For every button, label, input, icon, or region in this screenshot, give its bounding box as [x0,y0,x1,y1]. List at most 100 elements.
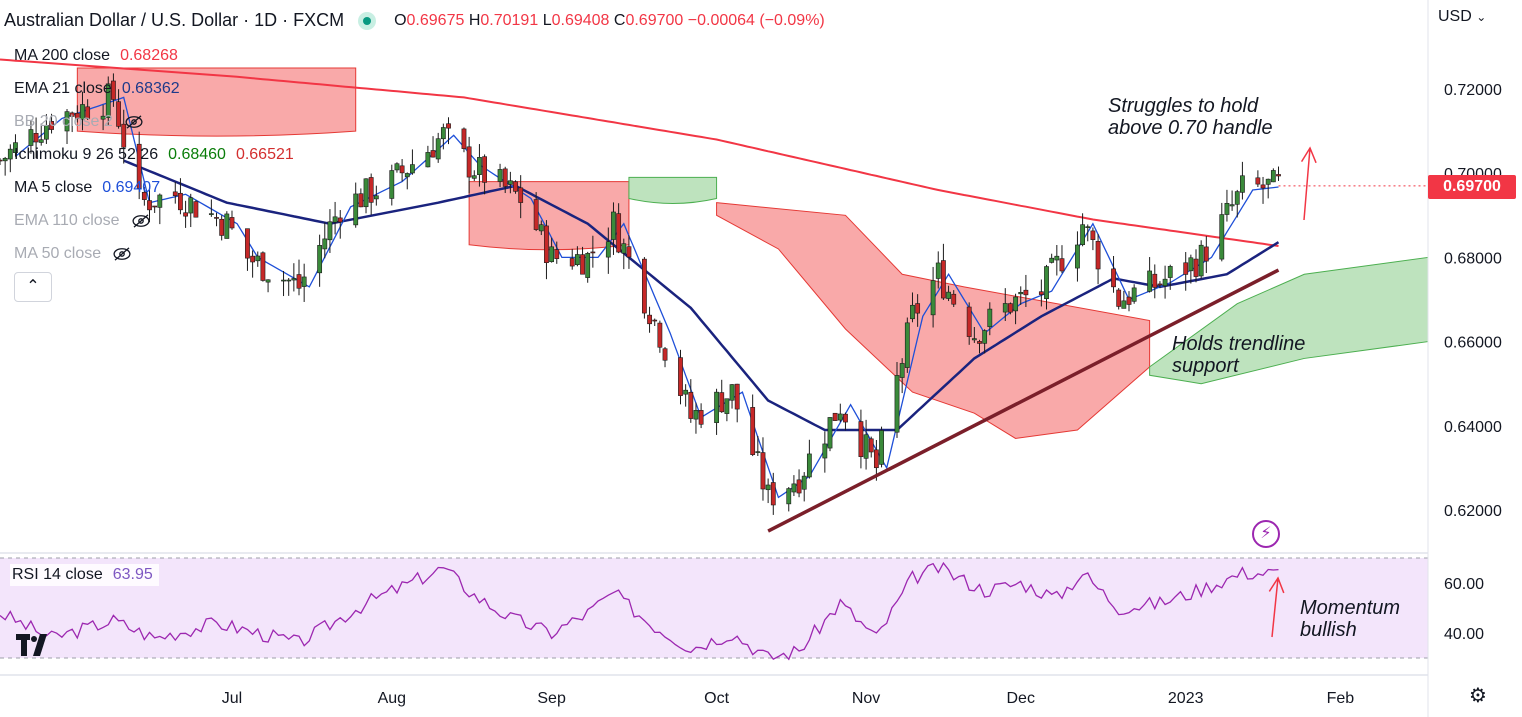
candle-body [827,417,833,449]
eye-hidden-icon[interactable] [123,115,145,129]
ohlc-readout: O0.69675 H0.70191 L0.69408 C0.69700 −0.0… [394,11,825,29]
candle-body [770,482,776,506]
candle-body [1198,244,1204,277]
candle-body [28,129,34,146]
legend-bb20[interactable]: BB 20 close 2 [12,109,149,135]
annotation-middle[interactable]: Holds trendline support [1172,333,1306,377]
candle-body [647,314,652,325]
candle-body [605,241,611,258]
candle-body [1013,296,1018,312]
time-tick-label: Nov [852,690,880,707]
candle-body [178,192,183,211]
candle-body [734,383,740,410]
legend-ema110[interactable]: EMA 110 close [12,208,156,234]
candle-body [616,213,622,253]
candle-body [147,200,152,211]
currency-selector[interactable]: USD ⌄ [1438,8,1487,25]
gear-icon[interactable]: ⚙ [1469,685,1487,707]
candle-body [157,194,163,208]
rsi-legend[interactable]: RSI 14 close 63.95 [10,564,159,586]
candle-body [1085,226,1091,229]
candle-body [910,304,915,320]
price-up-arrow [1303,147,1311,221]
lightning-icon[interactable]: ⚡ [1252,520,1280,548]
current-price-label: 0.69700 [1428,175,1516,199]
candle-body [1023,289,1029,296]
candle-body [698,410,704,425]
collapse-legend-button[interactable]: ⌃ [14,272,52,302]
candle-body [977,341,982,344]
candle-body [662,348,668,361]
candle-body [1080,224,1085,245]
symbol-title[interactable]: Australian Dollar / U.S. Dollar · 1D · F… [4,10,345,30]
symbol-header: Australian Dollar / U.S. Dollar · 1D · F… [4,10,825,31]
candle-body [440,127,446,140]
chevron-up-icon: ⌃ [26,278,40,295]
candle-body [714,391,719,423]
candle-body [250,255,256,263]
candle-body [1147,270,1153,292]
candle-body [719,392,725,413]
candle-body [1260,184,1266,189]
candle-body [1167,266,1173,278]
tradingview-logo-icon[interactable] [14,630,54,658]
candle-body [291,278,297,281]
candle-body [1234,191,1240,205]
eye-hidden-icon[interactable] [111,247,133,261]
candle-body [245,228,250,259]
candle-body [951,293,957,305]
candle-body [219,218,225,236]
candle-body [363,178,369,208]
candle-body [373,195,379,200]
candle-body [255,255,261,262]
candle-body [1002,303,1008,313]
candle-body [260,252,266,281]
candle-body [1116,289,1122,307]
candle-body [1183,262,1189,275]
candle-body [755,451,761,453]
legend-ema21[interactable]: EMA 21 close 0.68362 [14,80,180,97]
candle-body [765,484,771,491]
time-tick-label: Jul [222,690,242,707]
legend-ichimoku[interactable]: Ichimoku 9 26 52 26 0.68460 0.66521 [14,146,294,163]
candle-body [1049,257,1055,263]
candle-body [188,197,194,214]
candle-body [549,246,555,263]
candle-body [1152,273,1158,288]
ichimoku-cloud-bullish [628,176,718,204]
legend-ma5[interactable]: MA 5 close 0.69407 [14,179,161,196]
chevron-down-icon: ⌄ [1476,10,1487,24]
legend-ma200[interactable]: MA 200 close 0.68268 [14,47,178,64]
candle-body [183,212,188,217]
candle-body [74,112,80,119]
trendline-layer [767,268,1280,533]
candle-body [930,280,936,316]
candle-body [466,146,472,178]
candle-body [49,121,54,130]
candle-body [2,157,8,162]
candle-body [729,384,735,401]
candle-body [1075,244,1080,269]
candle-body [1131,287,1137,302]
candle-body [399,165,405,174]
legend-ma50[interactable]: MA 50 close [12,241,137,267]
annotation-top[interactable]: Struggles to hold above 0.70 handle [1108,95,1273,139]
candle-body [116,101,121,127]
annotation-rsi[interactable]: Momentum bullish [1300,597,1401,641]
candle-body [1188,257,1194,272]
eye-hidden-icon[interactable] [130,214,152,228]
rsi-tick-label: 40.00 [1444,626,1484,643]
candle-body [935,262,941,279]
candle-body [425,152,431,168]
candle-body [858,421,864,457]
candle-body [0,159,3,162]
candle-body [941,260,946,299]
price-tick-label: 0.72000 [1444,82,1502,99]
candle-body [1219,214,1225,260]
candle-body [229,217,235,229]
market-status-icon[interactable] [358,11,377,30]
candle-body [100,115,106,120]
candle-body [404,173,410,178]
candle-body [111,80,116,100]
